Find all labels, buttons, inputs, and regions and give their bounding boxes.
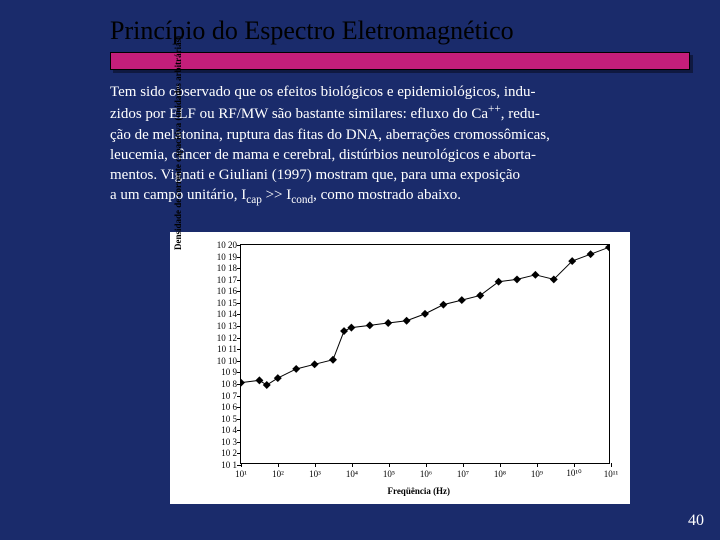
text-sup: ++ — [488, 103, 501, 115]
chart-xlabel: Freqüência (Hz) — [387, 486, 450, 496]
chart-ytick-mark — [237, 384, 241, 385]
chart-ytick-label: 10 5 — [201, 414, 237, 424]
chart-ytick-mark — [237, 245, 241, 246]
chart-ytick-mark — [237, 407, 241, 408]
chart-ytick-mark — [237, 442, 241, 443]
body-paragraph: Tem sido observado que os efeitos biológ… — [110, 82, 680, 208]
chart-ytick-mark — [237, 430, 241, 431]
chart-marker — [403, 317, 411, 325]
chart-ytick-label: 10 1 — [201, 460, 237, 470]
chart-line-svg — [241, 245, 609, 463]
chart-ytick-label: 10 13 — [201, 321, 237, 331]
chart-ytick-label: 10 9 — [201, 367, 237, 377]
chart-marker — [263, 381, 271, 389]
chart-xtick-label: 10¹¹ — [604, 469, 618, 479]
chart-xtick-mark — [574, 463, 575, 467]
chart-ytick-mark — [237, 419, 241, 420]
chart-xtick-mark — [537, 463, 538, 467]
chart-marker — [531, 271, 539, 279]
chart-xtick-label: 10⁸ — [494, 469, 506, 479]
chart-ytick-mark — [237, 257, 241, 258]
chart-marker — [274, 374, 282, 382]
chart-ytick-label: 10 18 — [201, 263, 237, 273]
chart-marker — [241, 379, 245, 387]
chart-ytick-mark — [237, 326, 241, 327]
title-block: Princípio do Espectro Eletromagnético — [110, 16, 690, 70]
chart-ytick-mark — [237, 291, 241, 292]
chart-ytick-mark — [237, 268, 241, 269]
chart-ytick-label: 10 8 — [201, 379, 237, 389]
chart-ytick-mark — [237, 280, 241, 281]
chart-plot-area: 10 110 210 310 410 510 610 710 810 910 1… — [240, 244, 610, 464]
chart-xtick-mark — [352, 463, 353, 467]
chart-ytick-label: 10 14 — [201, 309, 237, 319]
text-line: mentos. Vignati e Giuliani (1997) mostra… — [110, 167, 520, 183]
chart-ytick-mark — [237, 349, 241, 350]
chart-xtick-mark — [500, 463, 501, 467]
chart-marker — [439, 301, 447, 309]
chart-xtick-mark — [389, 463, 390, 467]
chart-marker — [476, 292, 484, 300]
chart-ytick-mark — [237, 303, 241, 304]
chart-xtick-label: 10⁵ — [383, 469, 395, 479]
text-sub: cond — [291, 194, 313, 206]
slide-number: 40 — [688, 512, 704, 530]
chart-ytick-label: 10 11 — [201, 344, 237, 354]
chart-xtick-label: 10⁴ — [346, 469, 358, 479]
chart-ytick-label: 10 6 — [201, 402, 237, 412]
chart-ytick-mark — [237, 338, 241, 339]
chart-ytick-label: 10 10 — [201, 356, 237, 366]
chart-ytick-mark — [237, 372, 241, 373]
chart-ytick-label: 10 20 — [201, 240, 237, 250]
chart-xtick-label: 10⁹ — [531, 469, 543, 479]
chart-xtick-mark — [611, 463, 612, 467]
chart-marker — [255, 376, 263, 384]
chart-ytick-label: 10 15 — [201, 298, 237, 308]
chart-marker — [513, 275, 521, 283]
text-sub: cap — [246, 194, 262, 206]
slide-title: Princípio do Espectro Eletromagnético — [110, 16, 690, 46]
chart-ylabel: Densidade de corrente capacitiva (unidad… — [173, 36, 183, 250]
chart-ytick-label: 10 7 — [201, 391, 237, 401]
chart-ytick-mark — [237, 453, 241, 454]
chart-marker — [587, 250, 595, 258]
chart-ytick-label: 10 4 — [201, 425, 237, 435]
chart-xtick-label: 10⁷ — [457, 469, 469, 479]
chart-xtick-label: 10⁶ — [420, 469, 432, 479]
title-underline-bar — [110, 52, 690, 70]
chart-xtick-label: 10² — [272, 469, 284, 479]
chart-marker — [421, 310, 429, 318]
chart-marker — [311, 360, 319, 368]
text-line: , redu- — [501, 106, 540, 122]
chart-marker — [495, 278, 503, 286]
chart-xtick-mark — [463, 463, 464, 467]
chart-ytick-label: 10 19 — [201, 252, 237, 262]
chart-ytick-mark — [237, 361, 241, 362]
chart-xtick-mark — [315, 463, 316, 467]
chart-xtick-label: 10¹ — [235, 469, 247, 479]
chart-ytick-label: 10 17 — [201, 275, 237, 285]
chart-marker — [292, 365, 300, 373]
chart-xtick-label: 10³ — [309, 469, 321, 479]
chart-marker — [347, 324, 355, 332]
chart-ytick-label: 10 3 — [201, 437, 237, 447]
chart-ytick-mark — [237, 396, 241, 397]
chart-ytick-mark — [237, 314, 241, 315]
chart-ytick-label: 10 16 — [201, 286, 237, 296]
text-line: , como mostrado abaixo. — [313, 187, 461, 203]
chart-marker — [366, 321, 374, 329]
chart-xtick-mark — [278, 463, 279, 467]
chart-ytick-label: 10 12 — [201, 333, 237, 343]
chart-xtick-label: 10¹⁰ — [566, 468, 581, 479]
chart-ytick-label: 10 2 — [201, 448, 237, 458]
chart-container: Densidade de corrente capacitiva (unidad… — [170, 232, 630, 504]
text-line: zidos por ELF ou RF/MW são bastante simi… — [110, 106, 488, 122]
chart-xtick-mark — [241, 463, 242, 467]
chart-marker — [340, 327, 348, 335]
chart-marker — [384, 319, 392, 327]
chart-marker — [329, 356, 337, 364]
text-line: >> I — [262, 187, 291, 203]
chart-xtick-mark — [426, 463, 427, 467]
chart-marker — [458, 296, 466, 304]
